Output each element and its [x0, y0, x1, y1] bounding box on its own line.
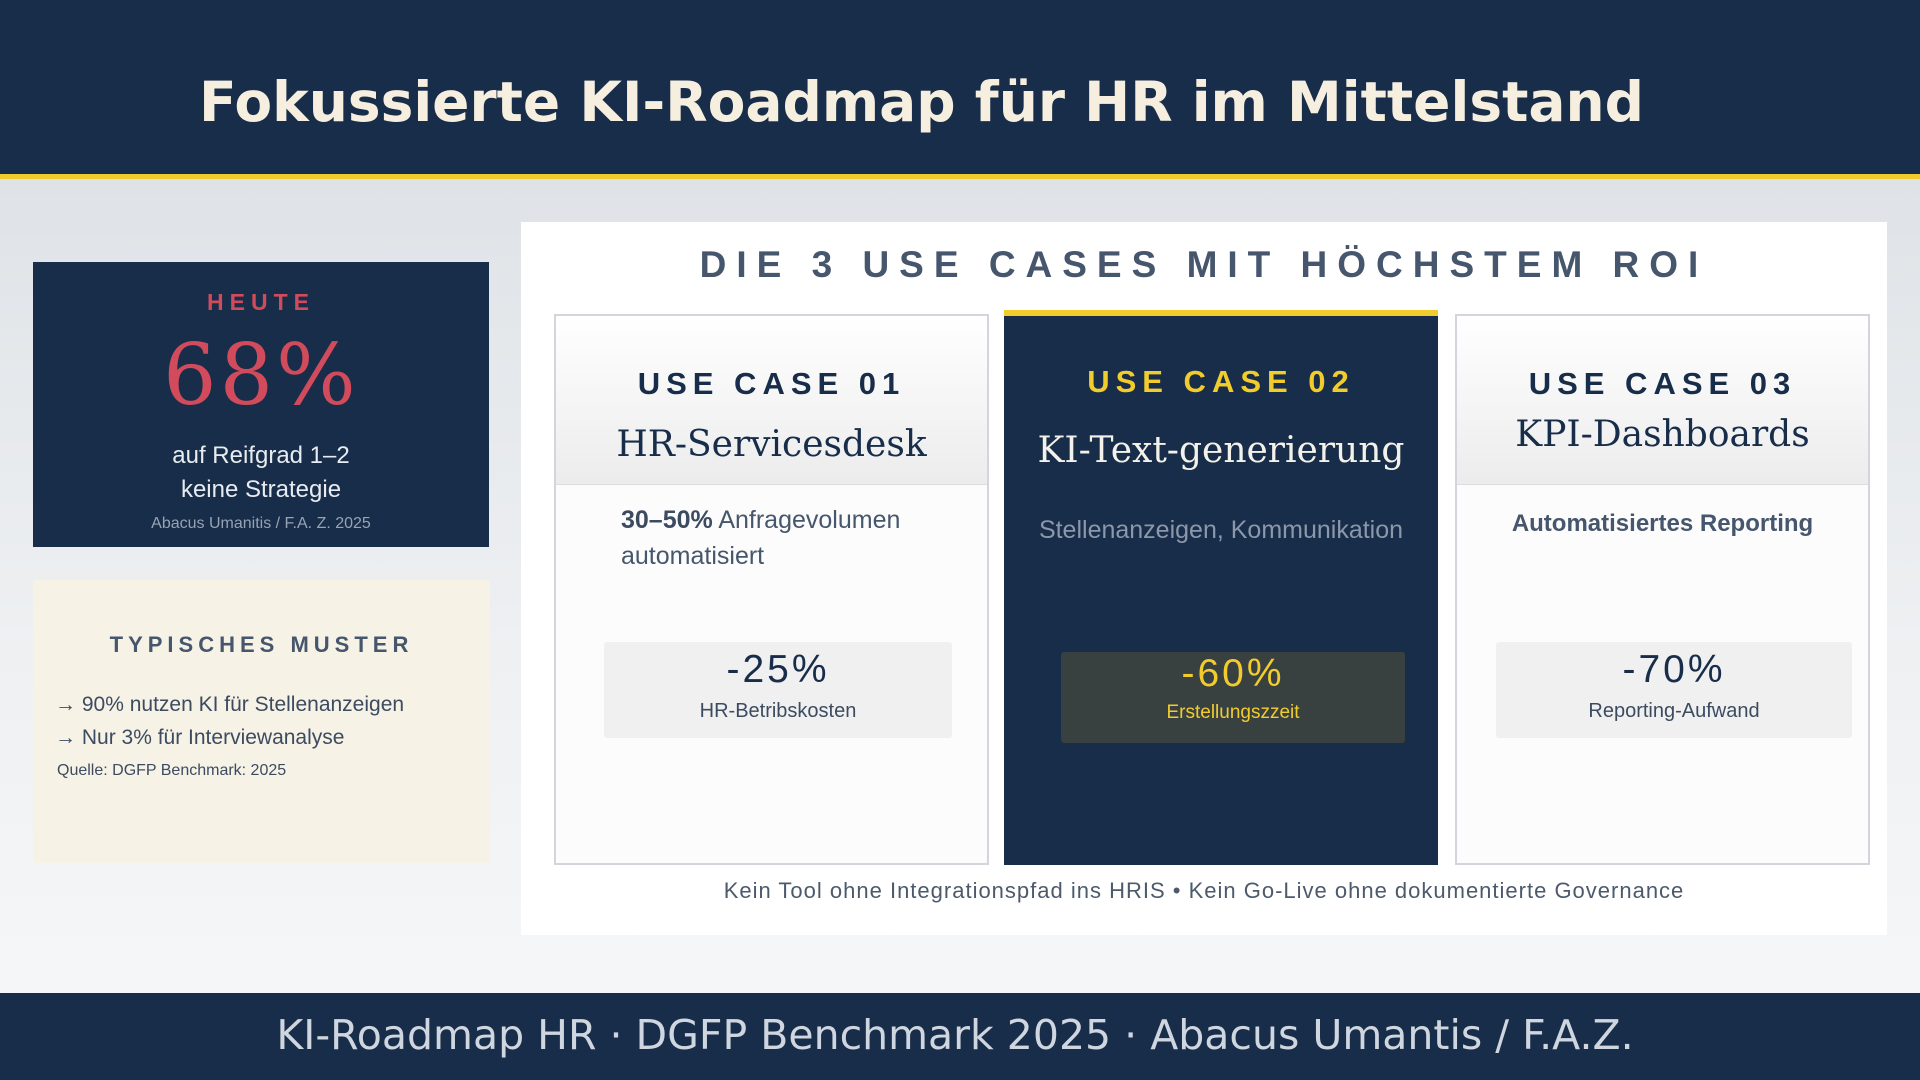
- metric-label: HR-Betribskosten: [699, 700, 857, 722]
- metric-box: -60% Erstellungszzeit: [1061, 652, 1405, 743]
- use-case-card-02: USE CASE 02 KI-Text-generierung Stellena…: [1004, 310, 1438, 865]
- pattern-item: → 90% nutzen KI für Stellenanzeigen: [55, 693, 404, 717]
- metric-box: -25% HR-Betribskosten: [604, 642, 952, 738]
- today-kicker: HEUTE: [207, 289, 315, 315]
- metric-box: -70% Reporting-Aufwand: [1496, 642, 1852, 738]
- use-case-description-highlight: 30–50%: [621, 506, 713, 534]
- metric-value: -70%: [1622, 648, 1726, 691]
- today-value: 68%: [163, 326, 359, 424]
- pattern-kicker: TYPISCHES MUSTER: [109, 632, 414, 657]
- use-case-description-text: Anfragevolumen: [712, 506, 901, 534]
- use-case-description: Stellenanzeigen, Kommunikation: [1038, 516, 1404, 544]
- header-bar: Fokussierte KI-Roadmap für HR im Mittels…: [0, 0, 1920, 179]
- panel-footnote: Kein Tool ohne Integrationspfad ins HRIS…: [723, 878, 1685, 903]
- metric-label: Reporting-Aufwand: [1588, 700, 1760, 722]
- arrow-right-icon: →: [55, 726, 76, 749]
- metric-value: -60%: [1181, 652, 1285, 695]
- page-title: Fokussierte KI-Roadmap für HR im Mittels…: [198, 70, 1644, 134]
- metric-label: Erstellungszzeit: [1166, 702, 1300, 723]
- use-case-name: KPI-Dashboards: [1515, 414, 1810, 455]
- pattern-card: TYPISCHES MUSTER → 90% nutzen KI für Ste…: [33, 580, 490, 863]
- use-case-card-header: [1457, 316, 1868, 485]
- use-case-card-header: [556, 316, 987, 485]
- pattern-item-text: Nur 3% für Interviewanalyse: [81, 726, 345, 749]
- metric-value: -25%: [726, 648, 830, 691]
- use-case-description: Automatisiertes Reporting: [1511, 510, 1814, 537]
- pattern-source: Quelle: DGFP Benchmark: 2025: [57, 762, 287, 779]
- use-case-kicker: USE CASE 01: [637, 366, 906, 401]
- today-caption-line2: keine Strategie: [180, 476, 342, 503]
- panel-heading: DIE 3 USE CASES MIT HÖCHSTEM ROI: [699, 244, 1709, 285]
- use-case-description: 30–50% Anfragevolumen automatisiert: [621, 502, 900, 574]
- footer-text: KI-Roadmap HR · DGFP Benchmark 2025 · Ab…: [276, 1011, 1634, 1059]
- footer-bar: KI-Roadmap HR · DGFP Benchmark 2025 · Ab…: [0, 993, 1920, 1080]
- use-case-card-03: USE CASE 03 KPI-Dashboards Automatisiert…: [1455, 314, 1870, 865]
- today-caption-line1: auf Reifgrad 1–2: [172, 442, 350, 469]
- use-cases-panel: DIE 3 USE CASES MIT HÖCHSTEM ROI USE CAS…: [521, 222, 1887, 935]
- use-case-card-01: USE CASE 01 HR-Servicesdesk 30–50% Anfra…: [554, 314, 989, 865]
- pattern-item-text: 90% nutzen KI für Stellenanzeigen: [81, 693, 405, 716]
- use-case-kicker: USE CASE 02: [1087, 364, 1355, 399]
- use-case-name: HR-Servicesdesk: [616, 424, 927, 465]
- use-case-description-line2: automatisiert: [621, 542, 765, 570]
- use-case-name: KI-Text-generierung: [1037, 430, 1405, 471]
- pattern-item: → Nur 3% für Interviewanalyse: [55, 726, 344, 750]
- use-case-kicker: USE CASE 03: [1528, 366, 1797, 401]
- today-stat-card: HEUTE 68% auf Reifgrad 1–2 keine Strateg…: [33, 262, 489, 547]
- arrow-right-icon: →: [55, 693, 76, 716]
- today-source: Abacus Umanitis / F.A. Z. 2025: [151, 515, 371, 532]
